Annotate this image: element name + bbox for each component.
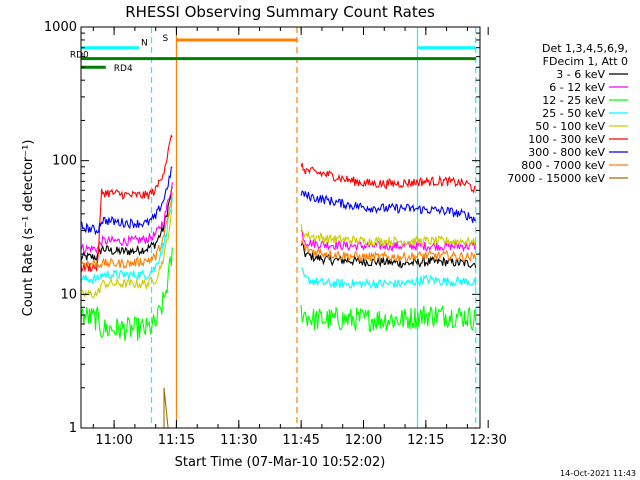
series-line	[81, 166, 173, 236]
y-axis: 1 10 100 1000	[44, 20, 480, 436]
flag-bar-group	[81, 38, 476, 69]
x-tick-label: 12:00	[345, 433, 382, 448]
timestamp: 14-Oct-2021 11:43	[560, 469, 636, 478]
legend-entry-label: 6 - 12 keV	[549, 81, 605, 94]
series-line	[163, 387, 169, 428]
series-line	[81, 134, 173, 273]
series-line	[300, 267, 477, 290]
series-line	[300, 224, 477, 248]
y-tick-label: 10	[60, 287, 77, 302]
series-line	[81, 247, 173, 341]
plot-clip-group	[81, 27, 477, 428]
legend-entry-label: 7000 - 15000 keV	[507, 172, 605, 185]
flag-label-group: S N RD0 RD4	[70, 34, 169, 74]
chart-title: RHESSI Observing Summary Count Rates	[125, 3, 435, 21]
series-line	[300, 189, 476, 223]
x-tick-label: 11:00	[95, 433, 132, 448]
series-line	[300, 304, 477, 332]
series-line	[81, 182, 173, 254]
legend-entry-label: 800 - 7000 keV	[521, 159, 605, 172]
x-tick-label: 11:15	[158, 433, 195, 448]
x-tick-label: 11:30	[220, 433, 257, 448]
legend-entry-label: 3 - 6 keV	[556, 68, 605, 81]
flag-label: RD4	[114, 64, 133, 74]
legend: Det 1,3,4,5,6,9,FDecim 1, Att 03 - 6 keV…	[507, 42, 628, 185]
series-group	[81, 134, 477, 428]
flag-label: S	[162, 34, 168, 44]
vertical-marker-group	[81, 27, 477, 428]
legend-entry-label: 300 - 800 keV	[528, 146, 605, 159]
x-axis-label: Start Time (07-Mar-10 10:52:02)	[175, 455, 386, 470]
flag-label: N	[141, 39, 148, 49]
plot-frame	[80, 26, 481, 429]
series-line	[81, 192, 173, 270]
y-tick-label: 100	[52, 154, 77, 169]
legend-entry-label: 25 - 50 keV	[542, 107, 605, 120]
legend-entry-label: 12 - 25 keV	[542, 94, 605, 107]
y-tick-label: 1000	[44, 20, 77, 35]
y-axis-label: Count Rate (s⁻¹ detector⁻¹)	[21, 140, 36, 317]
legend-header: Det 1,3,4,5,6,9,	[542, 42, 628, 55]
series-line	[81, 209, 173, 299]
legend-header: FDecim 1, Att 0	[543, 55, 628, 68]
series-line	[300, 229, 477, 253]
legend-entry-label: 50 - 100 keV	[535, 120, 605, 133]
series-line	[300, 239, 477, 263]
series-line	[300, 242, 477, 269]
flag-label: RD0	[70, 51, 89, 61]
legend-entry-label: 100 - 300 keV	[528, 133, 605, 146]
series-line	[300, 162, 476, 194]
series-line	[81, 186, 173, 261]
x-tick-label: 12:15	[407, 433, 444, 448]
x-axis: 11:00 11:15 11:30 11:45 12:00 12:15 12:30	[92, 27, 507, 448]
series-line	[81, 196, 173, 284]
y-tick-label: 1	[69, 421, 77, 436]
x-tick-label: 11:45	[282, 433, 319, 448]
x-tick-label: 12:30	[469, 433, 506, 448]
